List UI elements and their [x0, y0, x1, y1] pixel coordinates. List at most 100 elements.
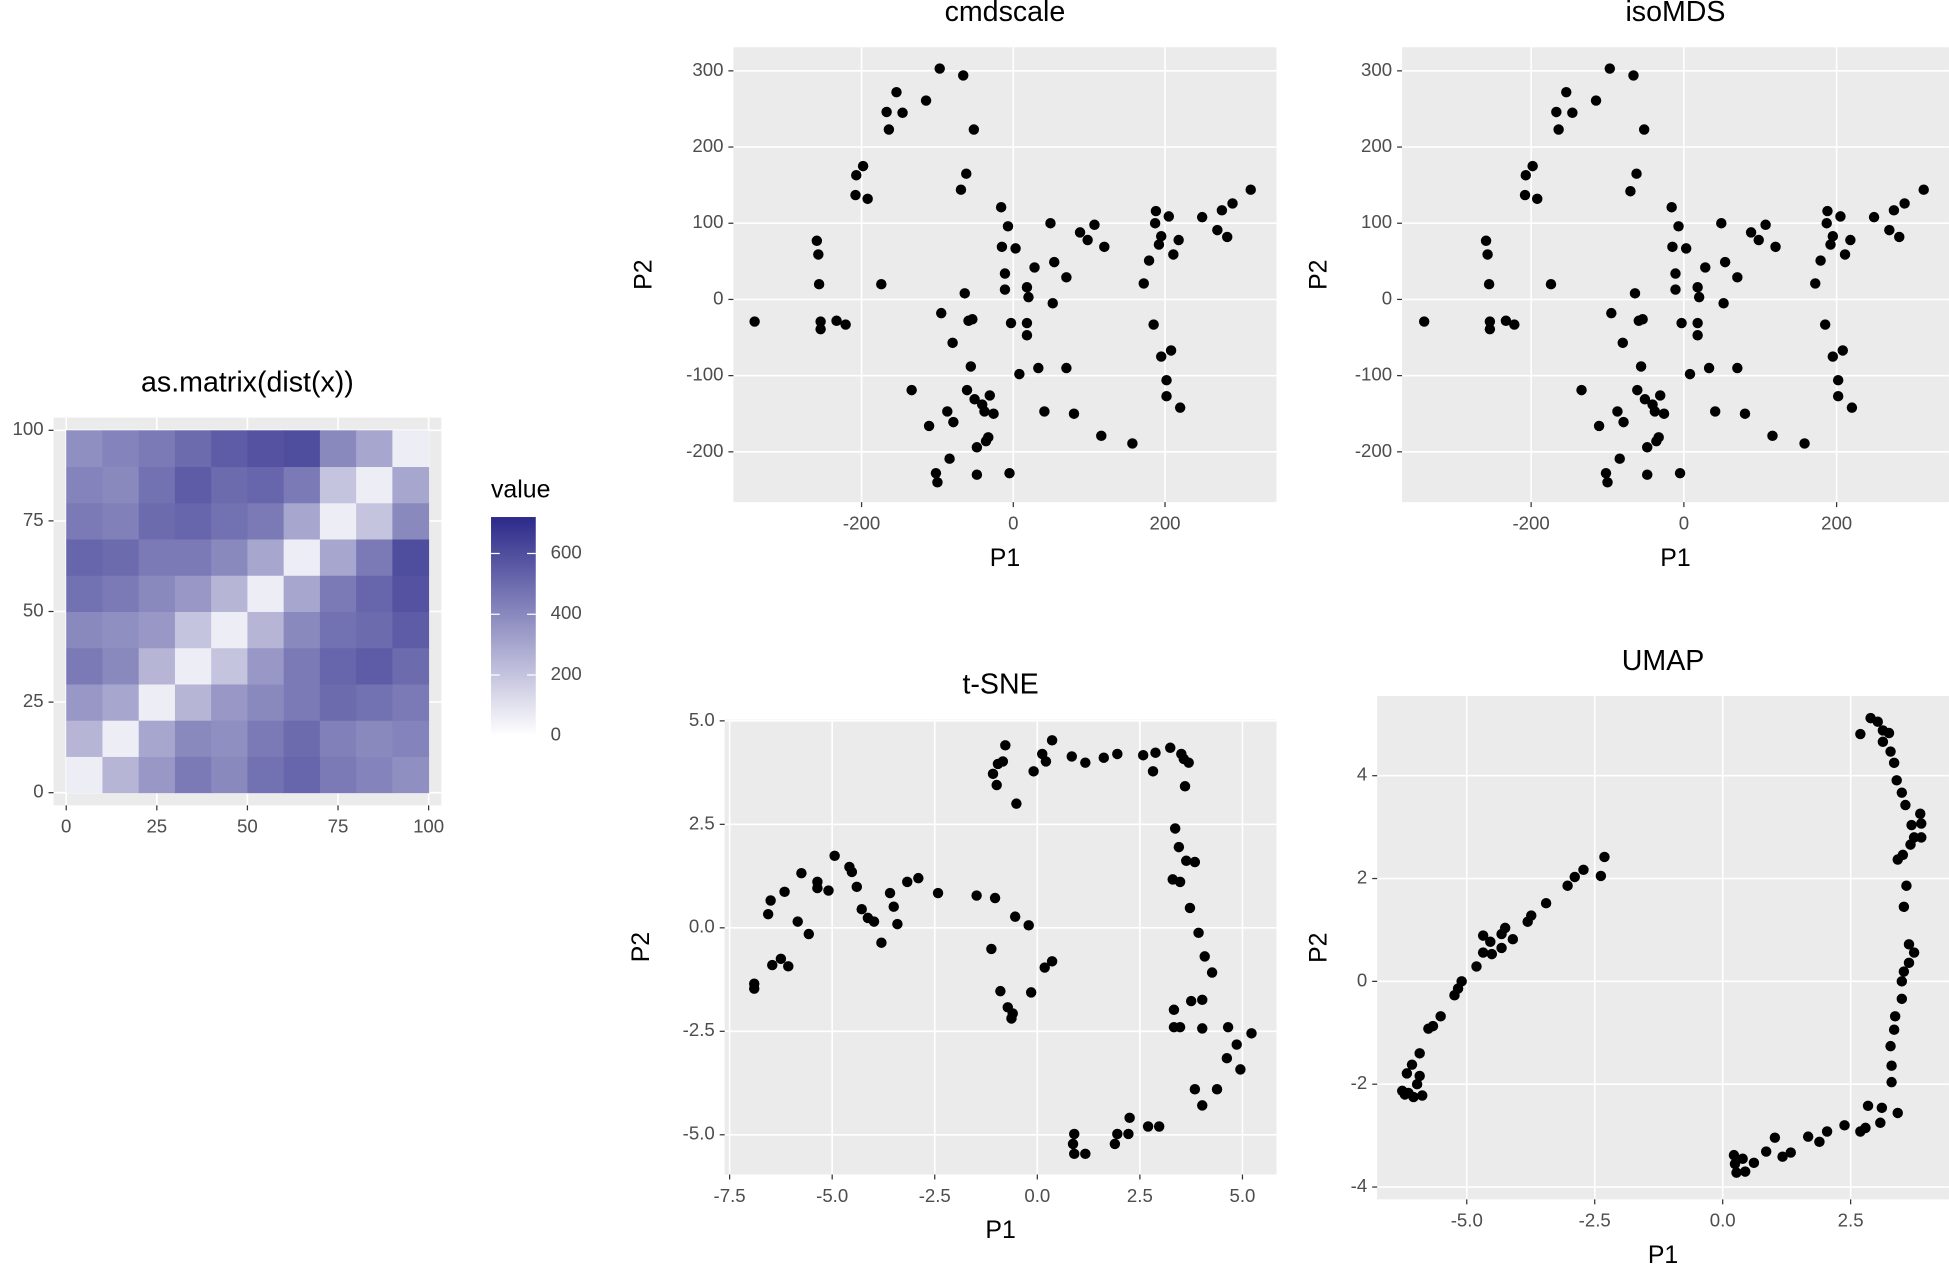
x-tick-label: 200	[1821, 512, 1852, 533]
point	[1562, 880, 1573, 891]
heatmap-cell	[247, 539, 285, 576]
point	[1522, 916, 1533, 927]
point	[811, 235, 823, 246]
point	[1785, 1147, 1796, 1158]
heatmap-cell	[102, 575, 140, 612]
point	[1449, 990, 1460, 1001]
x-tick-label: 2.5	[1838, 1210, 1864, 1231]
point	[1888, 1024, 1900, 1035]
heatmap-cell	[138, 611, 176, 649]
point	[1004, 467, 1015, 479]
point	[1181, 855, 1192, 866]
point	[1185, 995, 1197, 1007]
heatmap-cell	[174, 539, 212, 576]
point	[1484, 316, 1496, 327]
heatmap-cell	[211, 575, 248, 612]
heatmap-cell	[319, 430, 357, 468]
point	[1876, 1102, 1888, 1114]
heatmap-cell	[319, 756, 357, 794]
point	[831, 315, 842, 326]
point	[961, 384, 973, 396]
point	[1839, 1120, 1850, 1131]
point	[1903, 957, 1915, 969]
x-tick-label: 0	[1679, 512, 1689, 533]
point	[1112, 748, 1123, 760]
point	[1174, 876, 1186, 888]
point	[1124, 1112, 1135, 1124]
heatmap-cell	[392, 575, 430, 612]
point	[986, 943, 997, 955]
point	[883, 124, 895, 135]
heatmap-cell	[356, 683, 393, 721]
point	[969, 394, 980, 405]
point	[1846, 402, 1858, 413]
point	[942, 406, 953, 417]
heatmap-cell	[211, 683, 248, 721]
point	[1875, 1117, 1886, 1128]
point	[1600, 467, 1612, 479]
point	[892, 918, 903, 930]
point	[1173, 841, 1185, 853]
point	[1731, 1167, 1742, 1178]
heatmap-cell	[247, 575, 285, 612]
point	[1898, 966, 1910, 977]
heatmap-cell	[319, 539, 357, 576]
point	[987, 768, 999, 780]
point	[1155, 230, 1167, 242]
heatmap-cell	[66, 611, 103, 649]
point	[996, 241, 1008, 253]
point	[1674, 467, 1686, 479]
x-tick-label: 0.0	[1024, 1185, 1050, 1206]
point	[815, 316, 826, 327]
point	[813, 278, 825, 290]
point	[1199, 951, 1210, 962]
colorbar-label: 600	[551, 541, 582, 562]
heatmap-cell	[102, 611, 140, 649]
x-tick-label: -5.0	[1451, 1210, 1483, 1231]
point	[1096, 430, 1107, 442]
point	[1641, 469, 1653, 480]
point	[1916, 818, 1927, 829]
heatmap-cell	[283, 720, 321, 757]
point	[913, 872, 924, 884]
point	[1896, 787, 1908, 798]
point	[1068, 408, 1080, 419]
heatmap-cell	[392, 502, 430, 540]
point	[1553, 124, 1564, 135]
point	[868, 916, 880, 927]
point	[1021, 330, 1033, 341]
point	[1009, 911, 1021, 922]
heatmap-cell	[356, 575, 393, 612]
point	[1074, 227, 1086, 238]
point	[1519, 189, 1531, 201]
point	[1815, 255, 1826, 266]
point	[884, 887, 896, 899]
y-tick-label: 0	[1382, 287, 1392, 308]
heatmap-cell	[66, 539, 103, 576]
heatmap-cell	[174, 502, 212, 540]
heatmap-cell	[392, 683, 430, 721]
point	[1039, 406, 1050, 417]
point	[1061, 362, 1072, 374]
point	[846, 866, 858, 878]
heatmap-cell	[247, 683, 285, 721]
colorbar-label: 0	[551, 724, 561, 745]
point	[1684, 368, 1696, 380]
point	[1799, 438, 1810, 449]
y-tick-label: 2	[1357, 866, 1367, 887]
point	[891, 86, 902, 98]
heatmap-cell	[283, 430, 321, 468]
point	[792, 916, 803, 927]
point	[1002, 221, 1014, 232]
point	[1892, 854, 1903, 865]
point	[1147, 766, 1159, 777]
y-tick-label: 300	[692, 59, 723, 80]
point	[1832, 390, 1844, 402]
point	[779, 886, 790, 898]
y-axis-title: P2	[628, 932, 655, 962]
point	[1839, 249, 1851, 260]
point	[1894, 231, 1905, 243]
point	[1046, 735, 1058, 746]
point	[1885, 746, 1896, 757]
point	[1149, 218, 1161, 229]
